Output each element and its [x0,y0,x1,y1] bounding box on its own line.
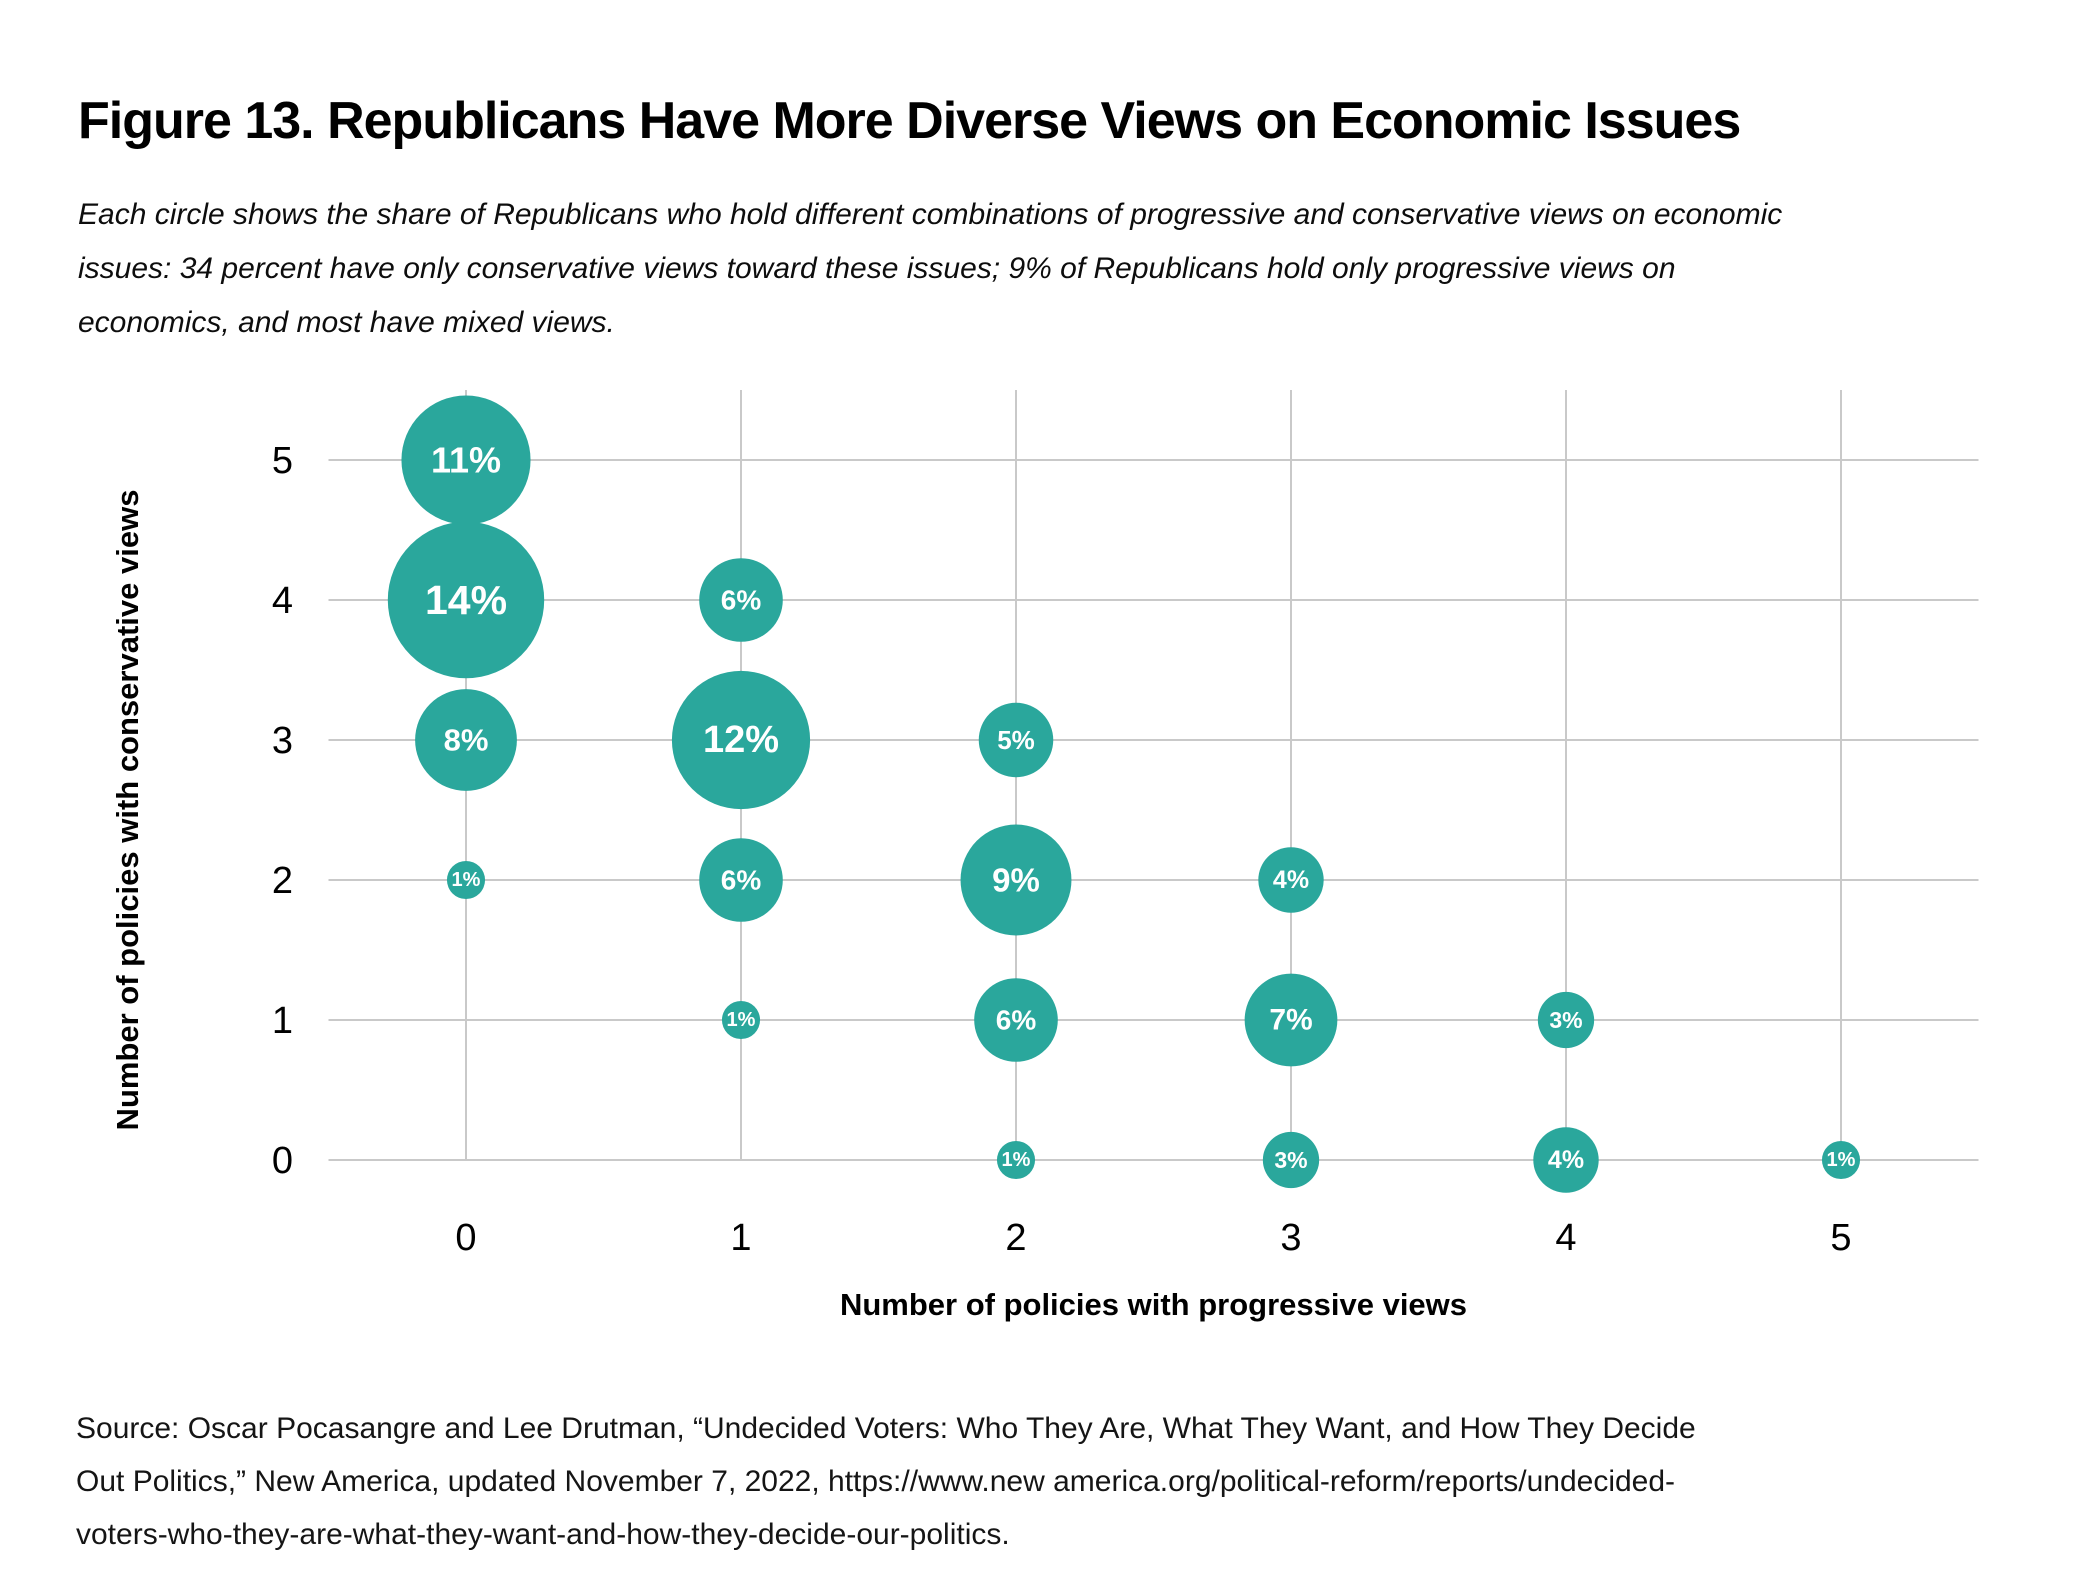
bubble-label: 6% [996,1005,1037,1036]
bubble-label: 12% [703,719,779,761]
x-tick-label: 1 [730,1217,751,1259]
bubble-label: 5% [997,725,1035,755]
x-tick-label: 3 [1280,1217,1301,1259]
bubble-label: 1% [1827,1149,1856,1171]
y-tick-label: 3 [272,720,293,762]
bubble-chart: 11% 14% 8% 1% 6% 12% 6% 1% 5% 9% 6% 1% 4% 7% 3% 3% 4% 1% 0… [110,390,1979,1322]
y-tick-label: 4 [272,580,293,622]
y-axis-title: Number of policies with conservative vie… [110,490,145,1131]
bubble-label: 8% [444,723,489,758]
bubble [446,860,486,900]
bubble [699,838,783,922]
bubble-label: 3% [1549,1007,1582,1033]
bubble-label: 7% [1269,1004,1312,1037]
bubble [1244,973,1338,1067]
bubble [401,395,531,525]
bubble-label: 4% [1548,1146,1584,1174]
bubble-label: 9% [992,862,1040,899]
bubble-label: 1% [452,869,481,891]
bubble [1537,991,1595,1049]
x-axis-title: Number of policies with progressive view… [840,1287,1467,1322]
y-tick-label: 1 [272,1000,293,1042]
bubble [996,1140,1036,1180]
bubble [721,1000,761,1040]
bubble-label: 6% [721,585,762,616]
figure-title: Figure 13. Republicans Have More Diverse… [78,91,1741,150]
bubble [1262,1131,1320,1189]
bubble [671,670,811,810]
bubble-label: 11% [431,440,501,481]
bubble [699,558,783,642]
x-tick-label: 5 [1830,1217,1851,1259]
y-tick-label: 0 [272,1140,293,1182]
source-citation: Source: Oscar Pocasangre and Lee Drutman… [76,1412,1696,1551]
bubble [978,702,1054,778]
bubble-chart-area: 11% 14% 8% 1% 6% 12% 6% 1% 5% 9% 6% 1% 4% 7% 3% 3% 4% 1% 0… [0,360,2084,1360]
x-tick-label: 4 [1555,1217,1576,1259]
x-tick-label: 2 [1005,1217,1026,1259]
bubble-label: 3% [1274,1147,1307,1173]
bubble [415,689,517,791]
bubble-label: 1% [727,1009,756,1031]
bubble [960,824,1072,936]
bubble-label: 1% [1002,1149,1031,1171]
bubble [1533,1127,1599,1193]
bubble [1821,1140,1861,1180]
bubble [974,978,1058,1062]
figure-subtitle: Each circle shows the share of Republica… [78,198,1783,339]
x-tick-label: 0 [455,1217,476,1259]
y-tick-label: 5 [272,440,293,482]
bubble-label: 6% [721,865,762,896]
bubble-label: 4% [1273,866,1309,894]
bubble-label: 14% [425,577,507,623]
bubble [387,521,545,679]
bubble [1258,847,1324,913]
y-tick-label: 2 [272,860,293,902]
